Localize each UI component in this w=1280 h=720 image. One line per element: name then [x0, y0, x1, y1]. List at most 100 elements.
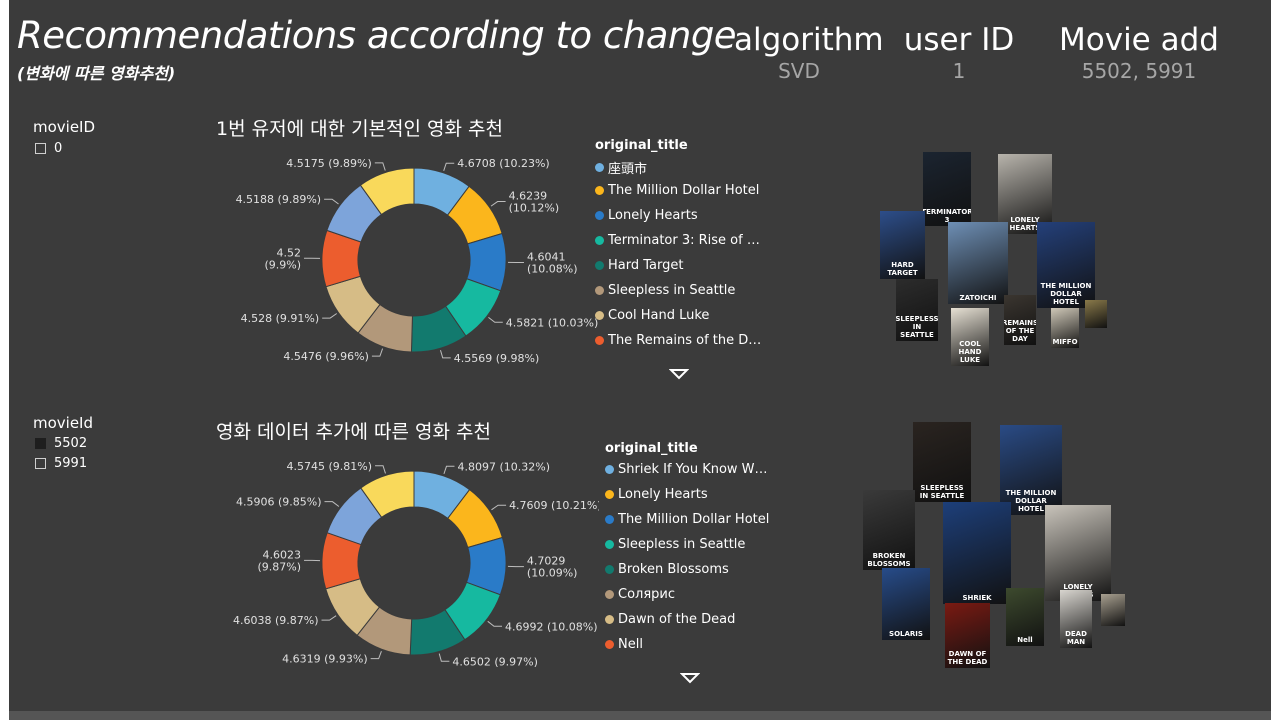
leader-line	[321, 615, 337, 621]
poster-caption: LONELY HEARTS	[1009, 216, 1041, 232]
slicer-movieid-item[interactable]: 0	[35, 141, 62, 156]
leader-line	[488, 316, 503, 323]
legend-label: Lonely Hearts	[618, 487, 708, 502]
legend-item[interactable]: Sleepless in Seattle	[595, 283, 735, 298]
checkbox-checked[interactable]	[35, 438, 46, 449]
legend-label: Broken Blossoms	[618, 562, 729, 577]
poster-caption: SLEEPLESS IN SEATTLE	[919, 484, 965, 500]
data-label: (10.09%)	[527, 567, 578, 580]
poster-caption: DAWN OF THE DEAD	[947, 650, 988, 666]
legend-dot	[595, 261, 604, 270]
legend-item[interactable]: The Million Dollar Hotel	[595, 183, 759, 198]
movie-poster[interactable]: REMAINS OF THE DAY	[1004, 295, 1036, 345]
legend-dot	[595, 211, 604, 220]
chart-title-added: 영화 데이터 추가에 따른 영화 추천	[216, 421, 491, 443]
dashboard: Recommendations according to change (변화에…	[9, 0, 1271, 711]
legend-label: The Remains of the D…	[608, 333, 762, 348]
legend-label: 座頭市	[608, 162, 648, 177]
slicer-movieid-item-5502[interactable]: 5502	[35, 436, 87, 451]
legend-item[interactable]: 座頭市	[595, 158, 647, 177]
data-label: 4.5175 (9.89%)	[286, 157, 372, 170]
legend-dot	[605, 465, 614, 474]
chevron-down-icon[interactable]	[669, 368, 689, 380]
legend-label: Hard Target	[608, 258, 684, 273]
legend-dot	[605, 615, 614, 624]
poster-caption: COOL HAND LUKE	[958, 340, 982, 364]
checkbox[interactable]	[35, 143, 46, 154]
legend-item[interactable]: The Remains of the D…	[595, 333, 761, 348]
data-label: 4.5821 (10.03%)	[506, 316, 599, 329]
data-label: 4.7609 (10.21%)	[509, 499, 599, 512]
slicer-movieid-title-2: movieId	[33, 414, 94, 432]
movie-poster[interactable]: TERMINATOR 3	[923, 152, 971, 226]
kpi-algorithm-value: SVD	[778, 59, 820, 83]
movie-poster[interactable]: BROKEN BLOSSOMS	[863, 490, 915, 570]
movie-poster[interactable]: LONELY HEARTS	[998, 154, 1052, 234]
legend-label: The Million Dollar Hotel	[608, 183, 760, 198]
movie-poster[interactable]: DEAD MAN	[1060, 590, 1092, 648]
donut-slice[interactable]	[360, 470, 415, 519]
movie-poster[interactable]: THE MILLION DOLLAR HOTEL	[1000, 425, 1062, 515]
leader-line	[487, 620, 502, 627]
leader-line	[439, 350, 451, 359]
donut-slice[interactable]	[359, 167, 415, 216]
data-label: 4.5745 (9.81%)	[287, 460, 373, 473]
legend-item[interactable]: The Million Dollar Hotel	[605, 512, 769, 527]
leader-line	[322, 313, 338, 319]
legend-item[interactable]: Broken Blossoms	[605, 562, 729, 577]
poster-caption: TERMINATOR 3	[923, 208, 971, 224]
data-label: 4.528 (9.91%)	[241, 312, 320, 325]
poster-caption: ZATOICHI	[959, 294, 997, 302]
legend-item[interactable]: Солярис	[605, 587, 675, 602]
legend-dot	[595, 186, 604, 195]
legend-item[interactable]: Lonely Hearts	[605, 487, 708, 502]
movie-poster[interactable]: THE MILLION DOLLAR HOTEL	[1037, 222, 1095, 308]
movie-poster[interactable]: SLEEPLESS IN SEATTLE	[913, 422, 971, 502]
data-label: 4.5188 (9.89%)	[236, 193, 322, 206]
donut-chart-basic[interactable]: 4.6708 (10.23%) 4.6239(10.12%) 4.6041(10.0…	[199, 145, 599, 375]
chevron-down-icon[interactable]	[680, 672, 700, 684]
kpi-user-id-label: user ID	[903, 22, 1015, 58]
kpi-user-id-value: 1	[952, 59, 966, 83]
leader-line	[491, 504, 507, 511]
legend-item[interactable]: Terminator 3: Rise of …	[595, 233, 760, 248]
donut-chart-added[interactable]: 4.8097 (10.32%) 4.7609 (10.21%) 4.7029(10.…	[199, 448, 599, 678]
legend-item[interactable]: Nell	[605, 637, 643, 652]
movie-poster[interactable]: SOLARIS	[882, 568, 930, 640]
legend-dot	[605, 515, 614, 524]
data-label: 4.6023	[263, 548, 302, 561]
leader-line	[324, 501, 340, 507]
movie-poster[interactable]: DAWN OF THE DEAD	[945, 603, 990, 668]
leader-line	[438, 653, 450, 662]
poster-caption: Nell	[1017, 636, 1033, 644]
movie-poster[interactable]: COOL HAND LUKE	[951, 308, 989, 366]
leader-line	[443, 162, 455, 171]
movie-poster[interactable]: ZATOICHI	[948, 222, 1008, 304]
movie-poster[interactable]: Nell	[1006, 588, 1044, 646]
movie-poster[interactable]: SHRIEK	[943, 502, 1011, 604]
data-label: 4.7029	[527, 555, 566, 568]
slicer-movieid-item-5991[interactable]: 5991	[35, 456, 87, 471]
leader-line	[375, 465, 386, 474]
legend-item[interactable]: Cool Hand Luke	[595, 308, 709, 323]
legend-item[interactable]: Sleepless in Seattle	[605, 537, 745, 552]
legend-item[interactable]: Shriek If You Know W…	[605, 462, 768, 477]
legend-item[interactable]: Lonely Hearts	[595, 208, 698, 223]
data-label: 4.6319 (9.93%)	[282, 653, 368, 666]
checkbox[interactable]	[35, 458, 46, 469]
movie-poster[interactable]: HARD TARGET	[880, 211, 925, 279]
poster-caption: HARD TARGET	[887, 261, 918, 277]
legend-dot	[595, 311, 604, 320]
poster-caption: SLEEPLESS IN SEATTLE	[896, 315, 938, 339]
legend-dot	[595, 336, 604, 345]
movie-poster[interactable]	[1085, 300, 1107, 328]
movie-poster[interactable]: LONELY HEARTS	[1045, 505, 1111, 601]
legend-item[interactable]: Dawn of the Dead	[605, 612, 735, 627]
leader-line	[370, 651, 382, 660]
legend-item[interactable]: Hard Target	[595, 258, 683, 273]
movie-poster[interactable]: SLEEPLESS IN SEATTLE	[896, 279, 938, 341]
movie-poster[interactable]	[1101, 594, 1125, 626]
kpi-algorithm-label: algorithm	[734, 22, 884, 58]
movie-poster[interactable]: MIFFO	[1051, 308, 1079, 348]
data-label: (10.08%)	[527, 263, 578, 276]
